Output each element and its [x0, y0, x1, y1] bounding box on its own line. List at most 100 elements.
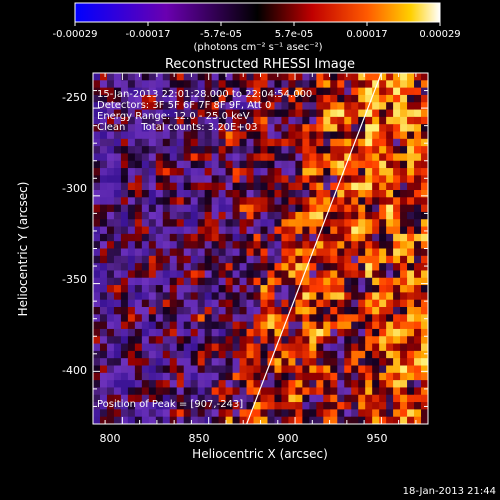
heatmap-cell: [183, 263, 192, 271]
heatmap-cell: [260, 343, 268, 352]
heatmap-cell: [239, 285, 247, 293]
heatmap-cell: [99, 87, 108, 96]
heatmap-cell: [421, 328, 428, 337]
heatmap-cell: [106, 211, 115, 220]
heatmap-cell: [400, 182, 408, 191]
heatmap-cell: [197, 394, 206, 403]
heatmap-cell: [155, 402, 164, 410]
heatmap-cell: [379, 270, 387, 279]
heatmap-cell: [169, 365, 178, 374]
heatmap-cell: [358, 277, 366, 286]
heatmap-cell: [323, 131, 331, 140]
heatmap-cell: [218, 204, 227, 213]
heatmap-cell: [141, 358, 150, 366]
heatmap-cell: [239, 138, 247, 147]
heatmap-cell: [169, 372, 178, 381]
heatmap-cell: [281, 277, 289, 286]
heatmap-cell: [162, 241, 171, 249]
heatmap-cell: [351, 153, 359, 162]
heatmap-cell: [211, 292, 220, 301]
heatmap-cell: [267, 204, 275, 213]
heatmap-cell: [113, 343, 122, 352]
heatmap-cell: [281, 160, 289, 169]
heatmap-cell: [148, 292, 157, 301]
heatmap-cell: [155, 336, 164, 344]
heatmap-cell: [225, 307, 233, 315]
heatmap-cell: [99, 190, 108, 198]
heatmap-cell: [183, 372, 192, 381]
heatmap-cell: [267, 350, 275, 359]
heatmap-cell: [99, 109, 108, 118]
heatmap-cell: [358, 80, 366, 89]
heatmap-cell: [295, 328, 303, 337]
heatmap-cell: [162, 124, 171, 132]
heatmap-cell: [239, 365, 247, 374]
heatmap-cell: [302, 175, 310, 184]
heatmap-cell: [309, 350, 317, 359]
heatmap-cell: [358, 160, 366, 169]
heatmap-cell: [351, 336, 359, 344]
heatmap-cell: [323, 255, 331, 264]
heatmap-cell: [281, 80, 289, 89]
heatmap-cell: [407, 73, 415, 81]
heatmap-cell: [253, 197, 261, 206]
heatmap-cell: [407, 343, 415, 352]
heatmap-cell: [127, 255, 136, 264]
heatmap-cell: [155, 168, 164, 176]
heatmap-cell: [106, 299, 115, 308]
heatmap-cell: [288, 299, 296, 308]
heatmap-cell: [239, 109, 247, 118]
heatmap-cell: [358, 343, 366, 352]
heatmap-cell: [218, 248, 227, 257]
heatmap-cell: [281, 102, 289, 110]
heatmap-cell: [204, 109, 213, 118]
heatmap-cell: [281, 328, 289, 337]
heatmap-cell: [316, 277, 324, 286]
heatmap-cell: [106, 263, 115, 271]
heatmap-cell: [197, 204, 206, 213]
heatmap-cell: [386, 190, 394, 198]
heatmap-cell: [337, 255, 345, 264]
heatmap-cell: [183, 248, 192, 257]
heatmap-cell: [281, 94, 289, 103]
heatmap-cell: [288, 387, 296, 396]
heatmap-cell: [148, 219, 157, 227]
heatmap-cell: [134, 248, 143, 257]
heatmap-cell: [260, 160, 268, 169]
heatmap-cell: [407, 80, 415, 89]
heatmap-cell: [253, 241, 261, 249]
heatmap-cell: [407, 190, 415, 198]
heatmap-cell: [365, 380, 373, 388]
heatmap-cell: [274, 299, 282, 308]
heatmap-cell: [393, 248, 401, 257]
heatmap-cell: [225, 233, 233, 242]
heatmap-cell: [134, 292, 143, 301]
heatmap-cell: [141, 153, 150, 162]
heatmap-cell: [267, 241, 275, 249]
heatmap-cell: [267, 146, 275, 154]
heatmap-cell: [288, 350, 296, 359]
heatmap-cell: [309, 94, 317, 103]
heatmap-cell: [99, 263, 108, 271]
heatmap-cell: [351, 160, 359, 169]
heatmap-cell: [316, 87, 324, 96]
heatmap-cell: [169, 402, 178, 410]
heatmap-cell: [127, 153, 136, 162]
heatmap-cell: [176, 328, 185, 337]
heatmap-cell: [316, 307, 324, 315]
heatmap-cell: [239, 197, 247, 206]
heatmap-cell: [148, 321, 157, 330]
heatmap-cell: [386, 109, 394, 118]
heatmap-cell: [288, 182, 296, 191]
heatmap-cell: [393, 219, 401, 227]
heatmap-cell: [267, 175, 275, 184]
heatmap-cell: [358, 146, 366, 154]
heatmap-cell: [239, 277, 247, 286]
heatmap-cell: [323, 233, 331, 242]
heatmap-cell: [162, 131, 171, 140]
heatmap-cell: [386, 380, 394, 388]
heatmap-cell: [421, 270, 428, 279]
heatmap-cell: [169, 160, 178, 169]
heatmap-cell: [99, 372, 108, 381]
heatmap-cell: [225, 73, 233, 81]
